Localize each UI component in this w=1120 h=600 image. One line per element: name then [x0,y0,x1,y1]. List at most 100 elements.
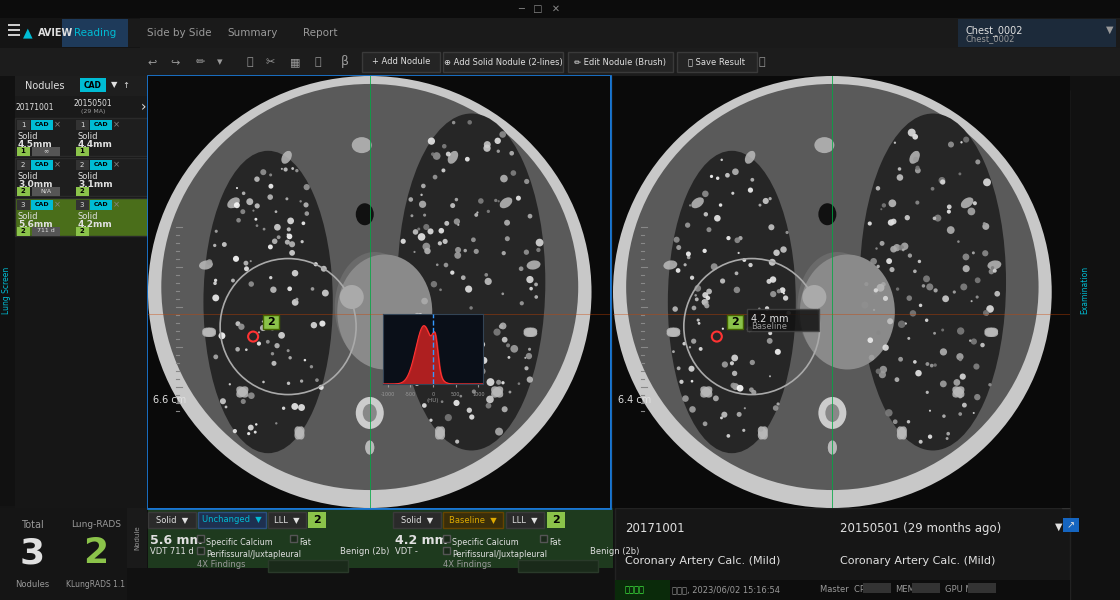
Text: Max HU:: Max HU: [278,417,311,426]
Circle shape [732,169,739,175]
Text: Solid: Solid [78,212,99,221]
Circle shape [520,301,524,305]
Circle shape [414,381,419,386]
Text: LeLung: LeLung [995,490,1021,499]
Text: Facting: Facting [361,490,388,499]
Text: Non-solid Part: Non-solid Part [622,455,675,464]
Circle shape [730,383,736,388]
Bar [958,19,1116,47]
Circle shape [960,283,968,290]
Circle shape [900,242,908,250]
Text: P: P [596,472,600,481]
Bar [444,547,450,554]
Circle shape [274,224,281,230]
Ellipse shape [952,386,964,398]
Circle shape [486,403,492,409]
Text: Unchanged  ▼: Unchanged ▼ [202,515,262,524]
Text: 5.6 mm: 5.6 mm [150,534,203,547]
Circle shape [918,304,922,307]
Circle shape [743,429,745,432]
Circle shape [260,169,267,175]
Circle shape [304,359,306,361]
Circle shape [269,184,273,188]
Circle shape [984,312,989,316]
Text: Remove Vessel: Remove Vessel [162,495,225,504]
Circle shape [289,356,292,359]
Text: 4.2 mm: 4.2 mm [750,314,788,323]
Text: Perifissural/Juxtapleural: Perifissural/Juxtapleural [452,550,547,559]
Circle shape [877,265,880,268]
Bar [968,583,996,593]
Circle shape [781,247,786,253]
Circle shape [702,249,707,253]
Ellipse shape [825,404,839,422]
Circle shape [699,347,702,351]
Circle shape [233,429,237,433]
Text: Master  CPU: Master CPU [820,586,871,595]
Circle shape [758,308,760,310]
Text: Solid Part: Solid Part [622,413,676,423]
Ellipse shape [236,386,249,398]
Circle shape [413,251,416,253]
Text: Current Axial: Current Axial [152,78,212,87]
Circle shape [421,298,428,304]
Ellipse shape [491,386,503,398]
Circle shape [958,394,962,398]
Circle shape [879,241,885,246]
Bar [568,52,673,72]
Circle shape [956,328,964,335]
Ellipse shape [668,151,796,453]
Text: Chest_0002: Chest_0002 [965,34,1015,43]
Text: 4.2mm: 4.2mm [78,220,113,229]
Bar [0,0,1120,18]
Circle shape [923,275,930,282]
Circle shape [231,278,235,283]
Circle shape [773,405,778,411]
Circle shape [428,137,435,145]
Circle shape [872,309,875,311]
Circle shape [242,191,245,195]
Bar [0,76,15,506]
Text: 306 HU: 306 HU [358,417,388,426]
Bar [268,512,306,528]
Circle shape [969,340,971,342]
Text: ✏: ✏ [195,57,205,67]
Circle shape [455,247,461,253]
Bar [76,147,88,156]
Bar [8,24,20,26]
Bar [1051,433,1066,447]
Text: Unchanged: Unchanged [358,287,403,296]
Text: KLungRADS 1.1: KLungRADS 1.1 [66,580,125,589]
Circle shape [480,357,487,364]
Circle shape [436,263,439,266]
Circle shape [927,434,932,439]
Circle shape [502,381,505,385]
Ellipse shape [500,197,512,208]
Circle shape [915,167,921,173]
Text: Non-solid Part: Non-solid Part [157,455,211,464]
Circle shape [960,141,963,143]
Circle shape [310,287,315,291]
Circle shape [926,283,933,290]
Circle shape [872,289,878,295]
Text: Whole Lung: Whole Lung [897,490,943,499]
Circle shape [976,160,980,164]
Circle shape [725,173,730,178]
Text: Solid Part: Solid Part [157,413,211,423]
Bar [1062,90,1068,508]
Bar [333,486,416,502]
Ellipse shape [365,440,374,455]
Circle shape [519,266,523,271]
Circle shape [874,288,878,293]
Circle shape [438,241,442,245]
Text: ▼: ▼ [1107,25,1113,35]
Circle shape [906,295,912,301]
Circle shape [768,259,776,266]
Circle shape [752,390,756,395]
Circle shape [682,342,685,346]
Text: AVIEW: AVIEW [38,28,73,38]
Ellipse shape [491,386,503,398]
Text: ▾: ▾ [217,57,223,67]
Circle shape [735,238,740,243]
Circle shape [310,322,317,328]
